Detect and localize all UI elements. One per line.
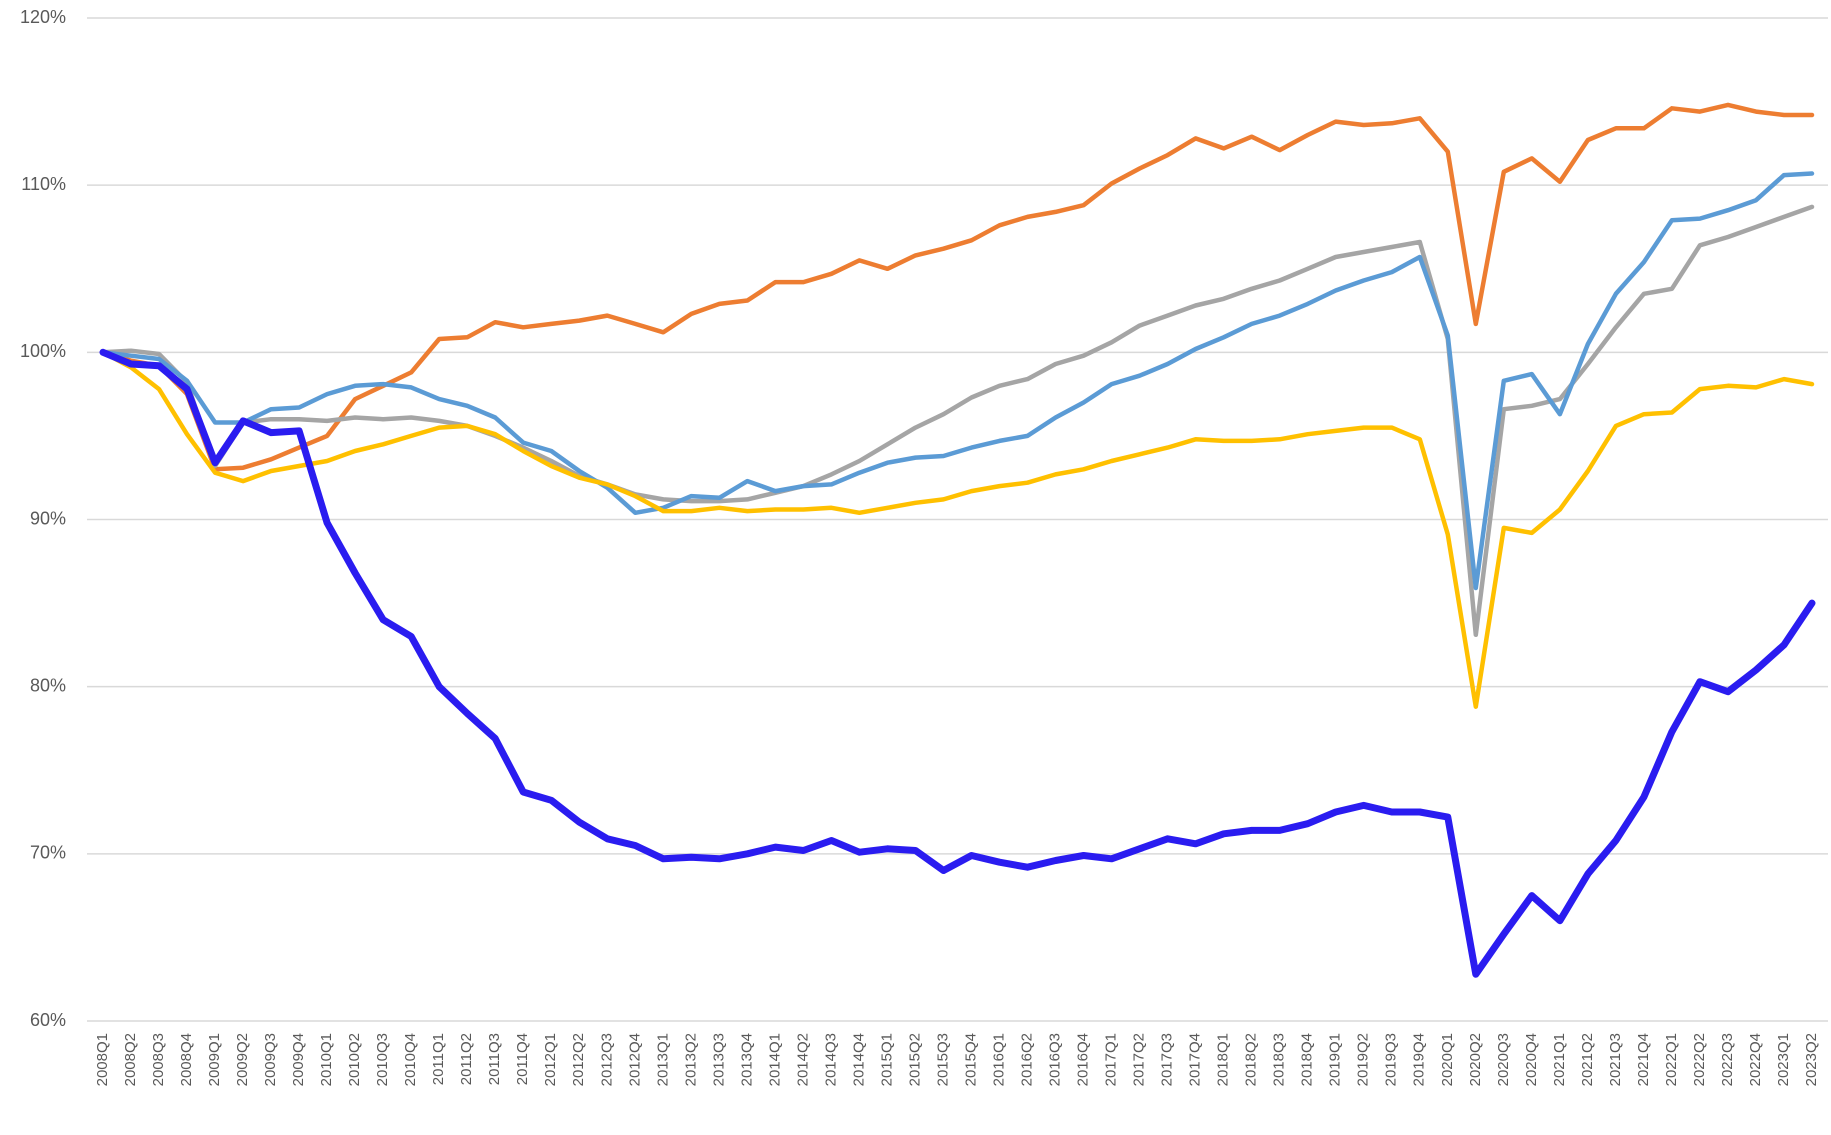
x-tick-label: 2017Q4 xyxy=(1187,1033,1204,1086)
x-tick-label: 2019Q4 xyxy=(1411,1033,1428,1086)
x-tick-label: 2021Q2 xyxy=(1579,1033,1596,1086)
x-tick-label: 2012Q4 xyxy=(626,1033,643,1086)
x-tick-label: 2008Q3 xyxy=(150,1033,167,1086)
x-tick-label: 2020Q4 xyxy=(1523,1033,1540,1086)
series-line xyxy=(100,350,1815,709)
series-line xyxy=(100,171,1815,591)
x-tick-label: 2015Q1 xyxy=(878,1033,895,1086)
x-tick-label: 2021Q4 xyxy=(1635,1033,1652,1086)
x-tick-label: 2016Q3 xyxy=(1047,1033,1064,1086)
x-tick-label: 2016Q2 xyxy=(1019,1033,1036,1086)
series-line xyxy=(100,204,1815,638)
x-tick-label: 2016Q4 xyxy=(1075,1033,1092,1086)
x-tick-label: 2022Q4 xyxy=(1747,1033,1764,1086)
x-tick-label: 2020Q3 xyxy=(1495,1033,1512,1086)
x-tick-label: 2013Q3 xyxy=(710,1033,727,1086)
x-tick-label: 2017Q2 xyxy=(1131,1033,1148,1086)
x-tick-label: 2021Q1 xyxy=(1551,1033,1568,1086)
x-tick-label: 2011Q4 xyxy=(514,1033,531,1085)
x-tick-label: 2021Q3 xyxy=(1607,1033,1624,1086)
x-tick-label: 2022Q1 xyxy=(1663,1033,1680,1086)
x-tick-label: 2009Q2 xyxy=(234,1033,251,1086)
x-tick-label: 2014Q3 xyxy=(822,1033,839,1086)
x-tick-label: 2012Q1 xyxy=(542,1033,559,1086)
y-tick-label: 120% xyxy=(20,7,66,27)
x-tick-label: 2020Q1 xyxy=(1439,1033,1456,1086)
x-tick-label: 2019Q1 xyxy=(1327,1033,1344,1086)
y-tick-label: 80% xyxy=(30,675,66,695)
x-tick-label: 2014Q2 xyxy=(794,1033,811,1086)
x-tick-label: 2008Q2 xyxy=(122,1033,139,1086)
x-tick-label: 2017Q1 xyxy=(1103,1033,1120,1086)
x-tick-label: 2011Q2 xyxy=(458,1033,475,1085)
x-tick-label: 2008Q1 xyxy=(94,1033,111,1086)
x-tick-label: 2015Q2 xyxy=(906,1033,923,1086)
x-tick-label: 2010Q4 xyxy=(402,1033,419,1086)
x-tick-label: 2011Q1 xyxy=(430,1033,447,1085)
x-tick-label: 2009Q4 xyxy=(290,1033,307,1086)
y-tick-label: 100% xyxy=(20,341,66,361)
x-tick-label: 2008Q4 xyxy=(178,1033,195,1086)
x-tick-label: 2015Q4 xyxy=(962,1033,979,1086)
x-tick-label: 2012Q3 xyxy=(598,1033,615,1086)
x-tick-label: 2019Q2 xyxy=(1355,1033,1372,1086)
x-tick-label: 2018Q4 xyxy=(1299,1033,1316,1086)
series-line xyxy=(99,348,1816,978)
x-tick-label: 2009Q1 xyxy=(206,1033,223,1086)
x-tick-label: 2019Q3 xyxy=(1383,1033,1400,1086)
x-tick-label: 2016Q1 xyxy=(990,1033,1007,1086)
x-tick-label: 2012Q2 xyxy=(570,1033,587,1086)
x-tick-label: 2023Q2 xyxy=(1803,1033,1820,1086)
x-tick-label: 2010Q1 xyxy=(318,1033,335,1086)
x-tick-label: 2014Q4 xyxy=(850,1033,867,1086)
x-tick-label: 2023Q1 xyxy=(1775,1033,1792,1086)
x-tick-label: 2014Q1 xyxy=(766,1033,783,1086)
y-tick-label: 60% xyxy=(30,1010,66,1030)
x-tick-label: 2010Q2 xyxy=(346,1033,363,1086)
x-tick-label: 2013Q4 xyxy=(738,1033,755,1086)
y-tick-label: 90% xyxy=(30,508,66,528)
x-tick-label: 2018Q3 xyxy=(1271,1033,1288,1086)
x-tick-label: 2013Q2 xyxy=(682,1033,699,1086)
x-tick-label: 2010Q3 xyxy=(374,1033,391,1086)
x-tick-label: 2022Q3 xyxy=(1719,1033,1736,1086)
x-tick-label: 2017Q3 xyxy=(1159,1033,1176,1086)
x-tick-label: 2022Q2 xyxy=(1691,1033,1708,1086)
series-line xyxy=(100,102,1815,472)
y-tick-label: 70% xyxy=(30,843,66,863)
x-tick-label: 2013Q1 xyxy=(654,1033,671,1086)
x-tick-label: 2009Q3 xyxy=(262,1033,279,1086)
x-tick-label: 2020Q2 xyxy=(1467,1033,1484,1086)
y-tick-label: 110% xyxy=(21,174,66,194)
x-tick-label: 2018Q2 xyxy=(1243,1033,1260,1086)
x-tick-label: 2018Q1 xyxy=(1215,1033,1232,1086)
x-tick-label: 2015Q3 xyxy=(934,1033,951,1086)
x-tick-label: 2011Q3 xyxy=(486,1033,503,1085)
